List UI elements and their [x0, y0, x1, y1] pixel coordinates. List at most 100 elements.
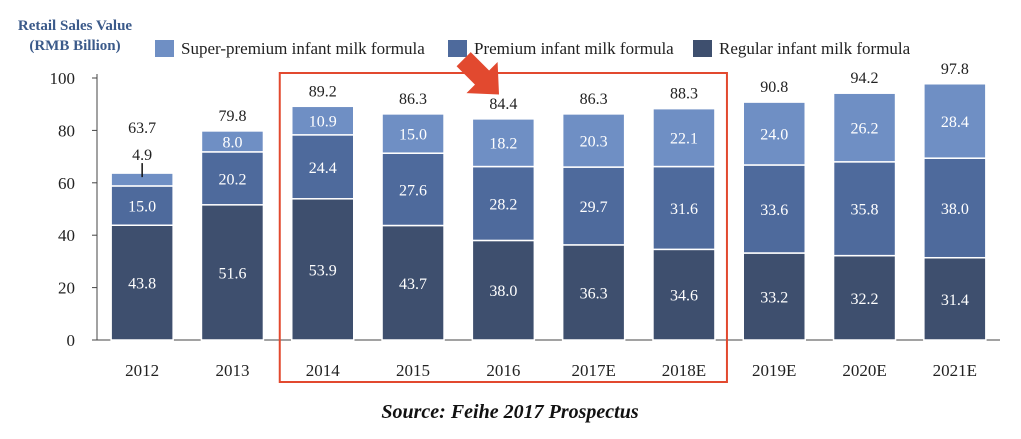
segment-label-regular: 33.2 [760, 290, 788, 307]
bar-segment-premium [652, 165, 716, 251]
segment-label-super-premium: 22.1 [670, 131, 698, 148]
segment-label-premium: 15.0 [128, 199, 156, 216]
segment-label-premium: 28.2 [489, 196, 517, 213]
data-labels: 43.8 15.0 4.9 63.7 51.6 20.2 8.0 79.8 53.9 24.4 10… [128, 61, 969, 309]
segment-label-regular: 34.6 [670, 288, 698, 305]
x-tick-label: 2017E [571, 361, 615, 380]
x-tick-label: 2014 [306, 361, 341, 380]
segment-label-regular: 43.8 [128, 276, 156, 293]
segment-label-super-premium: 8.0 [222, 134, 242, 151]
bar-segment-premium [471, 165, 536, 242]
bar-segment-regular [652, 248, 716, 341]
bar-segment-super-premium [471, 118, 536, 168]
bar-segment-premium [742, 164, 806, 254]
segment-label-regular: 32.2 [851, 291, 879, 308]
total-label: 86.3 [580, 91, 608, 108]
segment-label-premium: 38.0 [941, 201, 969, 218]
bar-segment-super-premium [561, 113, 626, 168]
segment-label-premium: 35.8 [851, 202, 879, 219]
bar-segment-premium [291, 134, 355, 200]
bar-segment-regular [832, 254, 897, 341]
bar-segment-premium [832, 161, 897, 257]
segment-label-premium: 33.6 [760, 202, 788, 219]
legend: Super-premium infant milk formula Premiu… [155, 39, 911, 58]
segment-label-super-premium: 10.9 [309, 114, 337, 131]
segment-label-premium: 31.6 [670, 201, 698, 218]
bar-segment-regular [471, 239, 536, 341]
total-label: 79.8 [218, 108, 246, 125]
bar-segment-regular [561, 244, 626, 341]
bar-segment-super-premium [652, 107, 716, 168]
total-label: 89.2 [309, 83, 337, 100]
bar-segment-super-premium [381, 113, 445, 154]
total-label: 94.2 [851, 70, 879, 87]
bar-segment-regular [200, 204, 265, 341]
x-tick-label: 2018E [662, 361, 706, 380]
x-tick-label: 2013 [215, 361, 249, 380]
segment-label-super-premium: 4.9 [132, 147, 152, 164]
x-tick-label: 2016 [486, 361, 520, 380]
segment-label-premium: 29.7 [580, 199, 608, 216]
y-tick-label: 40 [58, 226, 75, 245]
legend-label-premium: Premium infant milk formula [474, 39, 674, 58]
red-arrow-shape [456, 52, 500, 95]
bar-segment-super-premium [742, 101, 806, 166]
total-label: 86.3 [399, 91, 427, 108]
x-tick-label: 2021E [933, 361, 977, 380]
segment-label-super-premium: 15.0 [399, 127, 427, 144]
legend-label-super-premium: Super-premium infant milk formula [181, 39, 425, 58]
bar-segment-super-premium [291, 105, 355, 136]
segment-label-regular: 51.6 [218, 265, 246, 282]
segment-label-super-premium: 24.0 [760, 127, 788, 144]
legend-swatch-regular [693, 40, 712, 57]
bar-segment-premium [561, 166, 626, 246]
y-tick-label: 100 [50, 69, 76, 88]
red-arrow-icon [456, 52, 500, 95]
y-axis-title-line1: Retail Sales Value [18, 18, 133, 34]
total-label: 84.4 [489, 96, 517, 113]
x-tick-label: 2012 [125, 361, 159, 380]
bar-segment-regular [381, 224, 445, 341]
bar-segment-super-premium [200, 130, 265, 153]
segment-label-regular: 38.0 [489, 283, 517, 300]
bar-segment-regular [923, 256, 987, 341]
legend-label-regular: Regular infant milk formula [719, 39, 911, 58]
segment-label-regular: 43.7 [399, 276, 427, 293]
segment-label-super-premium: 20.3 [580, 133, 608, 150]
bar-segment-regular [291, 198, 355, 341]
y-tick-label: 60 [58, 174, 75, 193]
legend-swatch-premium [448, 40, 467, 57]
x-tick-label: 2015 [396, 361, 430, 380]
x-tick-label: 2020E [842, 361, 886, 380]
y-tick-label: 0 [67, 331, 76, 350]
bar-segment-regular [110, 224, 174, 341]
total-label: 90.8 [760, 79, 788, 96]
y-axis-title-line2: (RMB Billion) [29, 38, 120, 54]
segment-label-premium: 24.4 [309, 160, 337, 177]
bar-segment-super-premium [832, 92, 897, 163]
segment-label-super-premium: 18.2 [489, 136, 517, 153]
segment-label-regular: 31.4 [941, 292, 969, 309]
legend-swatch-super-premium [155, 40, 174, 57]
bar-segment-premium [381, 152, 445, 227]
bar-segment-premium [923, 157, 987, 259]
source-caption: Source: Feihe 2017 Prospectus [381, 401, 638, 423]
segment-label-regular: 53.9 [309, 262, 337, 279]
highlight-box [278, 72, 728, 383]
total-label: 63.7 [128, 120, 156, 137]
y-tick-label: 20 [58, 279, 75, 298]
bar-segment-super-premium [923, 83, 987, 159]
total-label: 88.3 [670, 86, 698, 103]
total-label: 97.8 [941, 61, 969, 78]
segment-label-regular: 36.3 [580, 285, 608, 302]
segment-label-super-premium: 28.4 [941, 114, 969, 131]
segment-label-premium: 27.6 [399, 182, 427, 199]
x-axis-ticks: 2012 2013 2014 2015 2016 2017E 2018E 2019E 2020E… [125, 361, 977, 380]
bars [110, 83, 987, 341]
x-tick-label: 2019E [752, 361, 796, 380]
segment-label-premium: 20.2 [218, 171, 246, 188]
highlight-overlay [278, 52, 728, 383]
y-tick-label: 80 [58, 121, 75, 140]
segment-label-super-premium: 26.2 [851, 121, 879, 138]
